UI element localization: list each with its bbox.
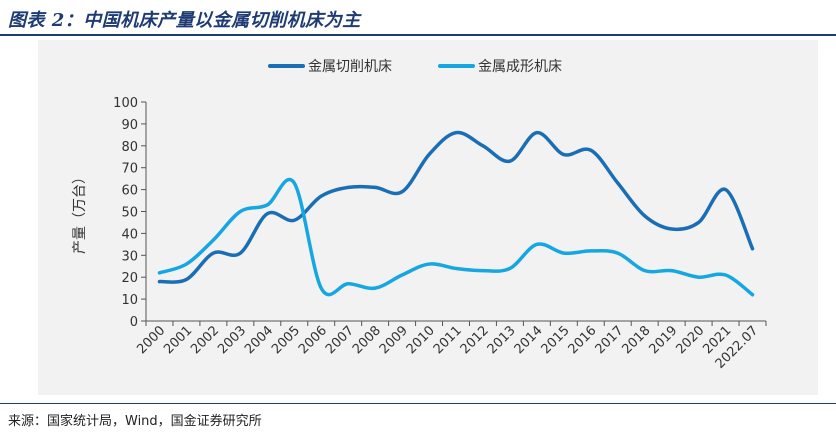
x-tick-label: 2013 — [485, 323, 519, 357]
series-0-point — [427, 153, 431, 157]
series-1-point — [211, 238, 215, 242]
series-1-point — [481, 269, 485, 273]
x-tick-label: 2007 — [323, 323, 357, 357]
x-tick-label: 2008 — [350, 323, 384, 357]
legend-label-series-0: 金属切削机床 — [308, 59, 392, 75]
legend: 金属切削机床 金属成形机床 — [268, 59, 562, 75]
x-tick-label: 2019 — [646, 323, 680, 357]
x-tick-label: 2018 — [620, 323, 654, 357]
series-1-point — [265, 203, 269, 207]
series-1-point — [751, 293, 755, 297]
series-1-point — [454, 266, 458, 270]
series-0-point — [508, 159, 512, 163]
series-0-point — [319, 194, 323, 198]
series-1-point — [643, 269, 647, 273]
series-0-point — [184, 277, 188, 281]
series-0-point — [157, 280, 161, 284]
chart-title: 图表 2：中国机床产量以金属切削机床为主 — [8, 10, 361, 31]
x-tick-label: 2001 — [161, 323, 195, 357]
x-tick-label: 2010 — [404, 323, 438, 357]
x-tick-label: 2014 — [512, 323, 546, 357]
series-0-point — [265, 212, 269, 216]
series-1-point — [373, 286, 377, 290]
series-1-point — [184, 262, 188, 266]
source-note: 来源：国家统计局，Wind，国金证券研究所 — [8, 414, 262, 429]
x-tick-label: 2015 — [539, 323, 573, 357]
y-tick-label: 50 — [121, 206, 138, 221]
axes: 0102030405060708090100200020012002200320… — [113, 96, 767, 372]
series-1-point — [697, 275, 701, 279]
series-1-point — [724, 273, 728, 277]
x-tick-label: 2002 — [188, 323, 222, 357]
series-0-point — [292, 218, 296, 222]
series-0-point — [211, 251, 215, 255]
series-0-point — [400, 190, 404, 194]
title-divider — [0, 34, 836, 36]
series-0-point — [481, 144, 485, 148]
x-tick-label: 2005 — [269, 323, 303, 357]
chart-panel — [38, 40, 818, 395]
series-0-point — [373, 185, 377, 189]
y-tick-label: 40 — [121, 227, 138, 242]
series-1-point — [589, 249, 593, 253]
y-tick-label: 90 — [121, 118, 138, 133]
y-tick-label: 80 — [121, 140, 138, 155]
series-0-point — [616, 181, 620, 185]
y-tick-label: 70 — [121, 162, 138, 177]
series-0-point — [697, 220, 701, 224]
x-tick-label: 2000 — [134, 323, 168, 357]
source-divider — [0, 403, 836, 404]
y-axis-label: 产量（万台） — [72, 170, 88, 254]
series-line-1 — [157, 178, 755, 297]
series-0-point — [670, 227, 674, 231]
y-tick-label: 100 — [113, 96, 138, 111]
plot-area — [157, 130, 755, 297]
series-1-point — [562, 251, 566, 255]
series-1-point — [535, 242, 539, 246]
series-1-point — [292, 181, 296, 185]
legend-label-series-1: 金属成形机床 — [478, 59, 562, 75]
y-tick-label: 60 — [121, 184, 138, 199]
x-tick-label: 2009 — [377, 323, 411, 357]
x-tick-label: 2004 — [242, 323, 276, 357]
series-0-point — [535, 131, 539, 135]
y-tick-label: 20 — [121, 271, 138, 286]
series-1-point — [508, 266, 512, 270]
x-tick-label: 2016 — [566, 323, 600, 357]
x-tick-label: 2020 — [673, 323, 707, 357]
series-1-point — [346, 282, 350, 286]
x-tick-label: 2003 — [215, 323, 249, 357]
x-tick-label: 2017 — [593, 323, 627, 357]
series-0-point — [724, 188, 728, 192]
series-0-point — [751, 247, 755, 251]
series-0-point — [454, 131, 458, 135]
series-1-point — [319, 286, 323, 290]
series-0-point — [643, 214, 647, 218]
series-0-point — [562, 153, 566, 157]
y-tick-label: 0 — [130, 315, 138, 330]
x-tick-label: 2011 — [431, 323, 465, 357]
x-tick-label: 2006 — [296, 323, 330, 357]
series-1-point — [616, 251, 620, 255]
y-tick-label: 30 — [121, 249, 138, 264]
series-1-point — [427, 262, 431, 266]
series-1-point — [238, 210, 242, 213]
series-1-point — [157, 271, 161, 275]
series-1-point — [400, 273, 404, 277]
x-tick-label: 2012 — [458, 323, 492, 357]
y-tick-label: 10 — [121, 293, 138, 308]
series-0-point — [346, 185, 350, 189]
series-1-point — [670, 269, 674, 273]
series-0-point — [238, 251, 242, 255]
series-0-point — [589, 148, 593, 152]
